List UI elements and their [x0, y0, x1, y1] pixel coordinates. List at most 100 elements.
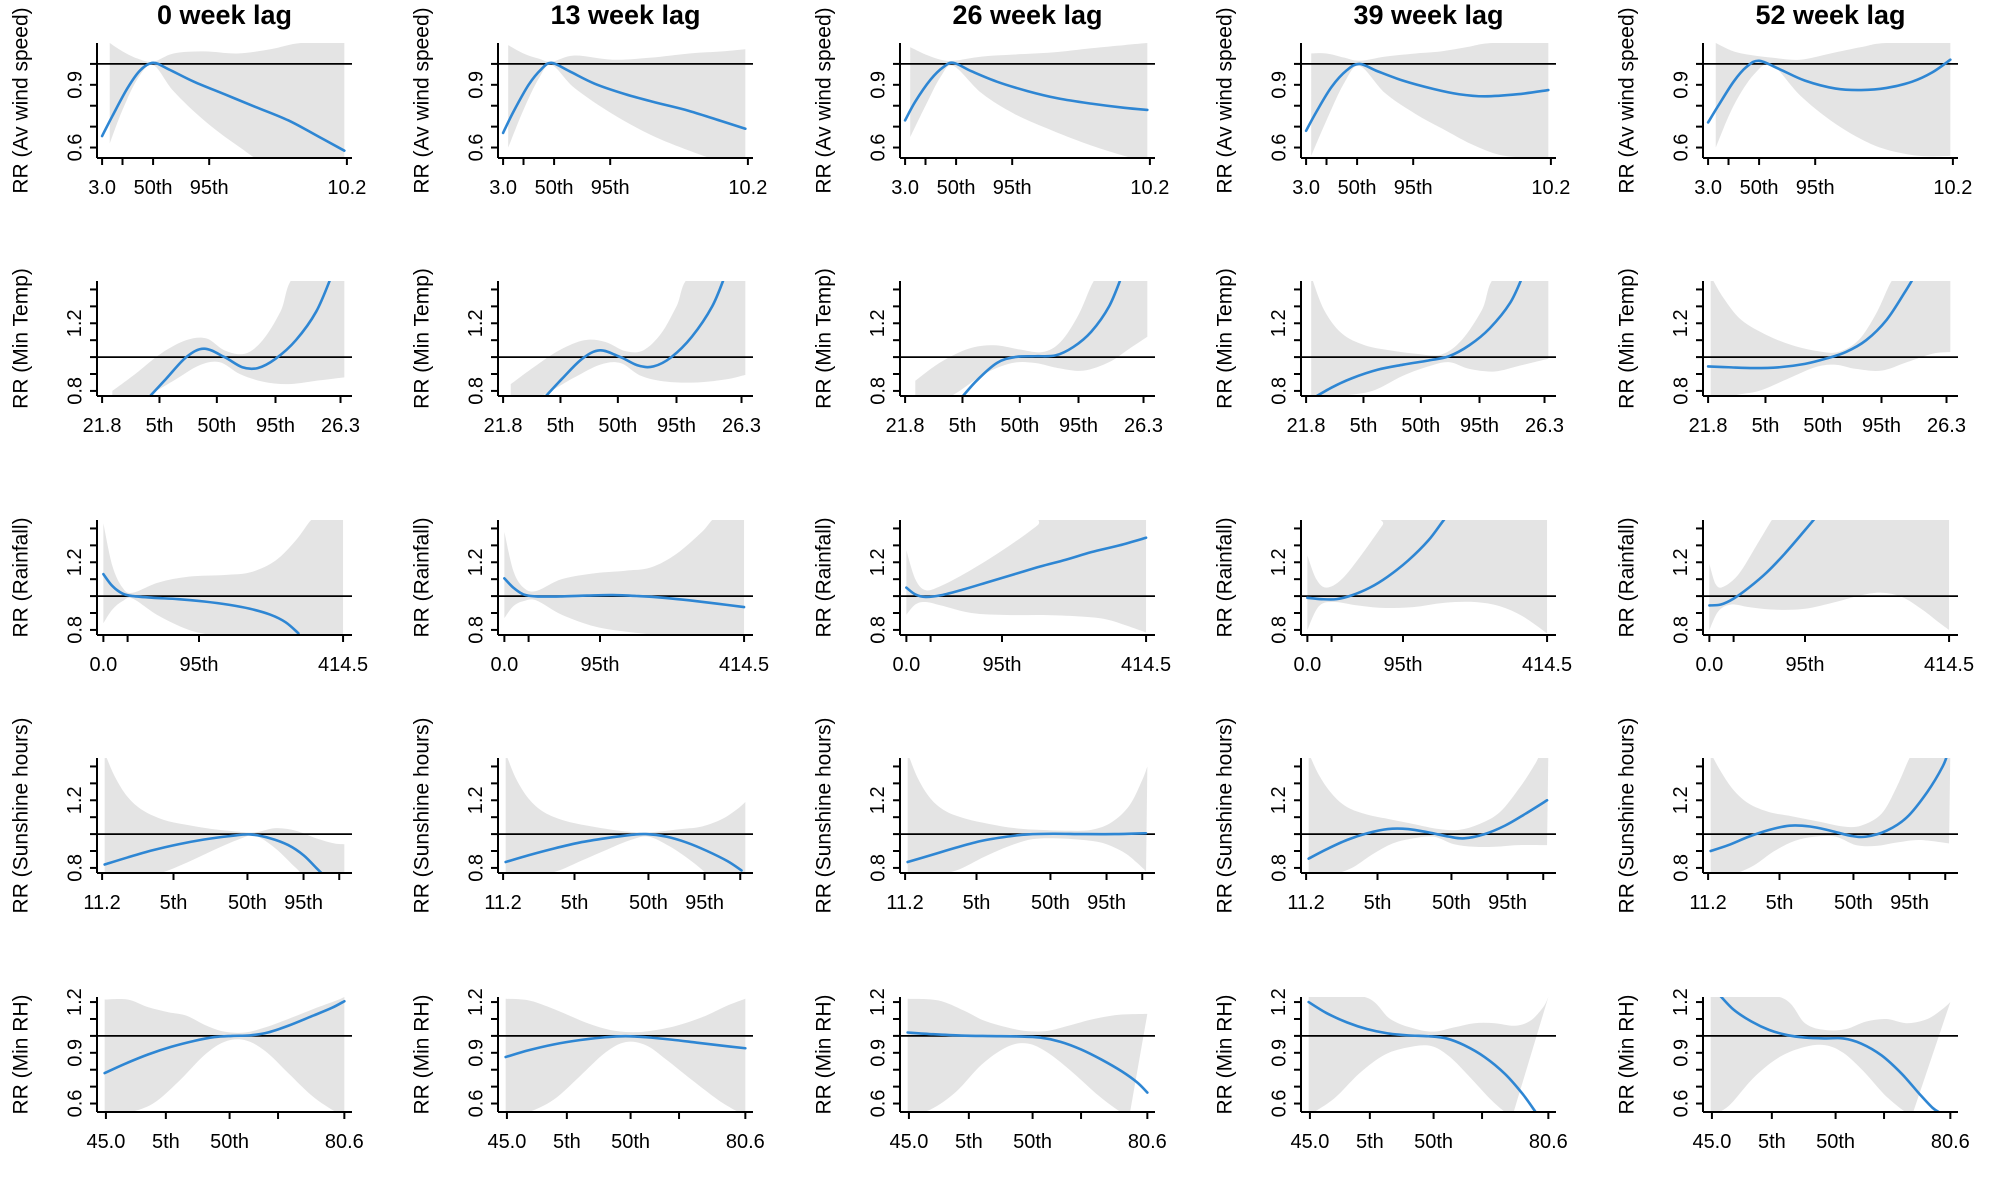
y-tick-label: 0.9: [867, 71, 889, 99]
confidence-band: [907, 998, 1148, 1112]
x-tick-label: 50th: [210, 1131, 249, 1153]
column-title: 26 week lag: [952, 0, 1102, 30]
y-tick-label: 0.8: [1268, 854, 1290, 882]
y-axis-label: RR (Sunshine hours): [10, 718, 33, 914]
rr-curve: [1719, 996, 1941, 1112]
x-tick-label: 95th: [180, 654, 219, 676]
chart-panel: 0.6 0.9 1.2 45.0 5th 50th 80.6 RR (Min RH): [10, 988, 364, 1153]
y-tick-label: 0.8: [466, 854, 488, 882]
x-tick-label: 5th: [146, 415, 174, 437]
y-axis-label: RR (Av wind speed): [411, 7, 434, 193]
y-tick-label: 1.2: [64, 988, 86, 1016]
x-tick-label: 95th: [685, 892, 724, 914]
chart-panel: 0.8 1.2 0.0 95th 414.5 RR (Rainfall): [411, 517, 770, 676]
y-tick-label: 1.2: [64, 787, 86, 815]
chart-panel: 0.8 1.2 11.2 5th 50th 95th RR (Sunshine hours): [411, 718, 754, 914]
confidence-band: [506, 998, 746, 1112]
y-tick-label: 0.9: [64, 71, 86, 99]
rr-curve: [502, 61, 748, 135]
x-tick-label: 50th: [1338, 177, 1377, 199]
panel-rr-av-wind-speed--col4: 0.6 0.9 3.0 50th 95th 10.2 RR (Av wind speed) 5…: [1606, 0, 2007, 238]
y-tick-label: 0.8: [1268, 377, 1290, 405]
y-tick-label: 1.2: [64, 310, 86, 338]
y-tick-label: 1.2: [1268, 988, 1290, 1016]
y-tick-label: 0.9: [1670, 1038, 1692, 1066]
rr-curve: [1307, 799, 1549, 861]
confidence-band: [909, 42, 1148, 158]
y-tick-label: 0.8: [1670, 616, 1692, 644]
x-tick-label: 50th: [228, 892, 267, 914]
x-tick-label: 95th: [1890, 892, 1929, 914]
x-tick-label: 95th: [190, 177, 229, 199]
x-tick-label: 50th: [1816, 1131, 1855, 1153]
x-tick-label: 10.2: [1933, 177, 1972, 199]
y-tick-label: 0.8: [64, 616, 86, 644]
y-tick-label: 0.6: [867, 1089, 889, 1117]
panel-rr-sunshine-hours--col0: 0.8 1.2 11.2 5th 50th 95th RR (Sunshine hours): [0, 715, 401, 953]
confidence-band: [104, 758, 345, 874]
confidence-band: [1307, 519, 1548, 634]
panel-rr-min-temp--col4: 0.8 1.2 21.8 5th 50th 95th 26.3 RR (Min Temp): [1606, 238, 2007, 476]
x-tick-label: 95th: [1785, 654, 1824, 676]
rr-curve: [1708, 758, 1948, 853]
confidence-band: [1710, 758, 1950, 874]
x-tick-label: 5th: [160, 892, 188, 914]
panel-rr-min-rh--col3: 0.6 0.9 1.2 45.0 5th 50th 80.6 RR (Min RH): [1204, 954, 1605, 1192]
rr-curve: [102, 572, 300, 635]
x-tick-label: 5th: [1364, 892, 1392, 914]
confidence-band: [1710, 996, 1950, 1112]
y-tick-label: 0.6: [867, 134, 889, 162]
y-tick-label: 0.6: [64, 1089, 86, 1117]
y-axis-label: RR (Av wind speed): [812, 7, 835, 193]
rr-curve: [100, 61, 346, 152]
x-tick-label: 80.6: [1128, 1131, 1167, 1153]
x-tick-label: 95th: [1059, 415, 1098, 437]
panel-rr-min-rh--col4: 0.6 0.9 1.2 45.0 5th 50th 80.6 RR (Min RH): [1606, 954, 2007, 1192]
y-tick-label: 0.8: [867, 616, 889, 644]
x-tick-label: 80.6: [325, 1131, 364, 1153]
x-tick-label: 11.2: [1689, 892, 1726, 914]
rr-curve: [148, 281, 331, 397]
y-axis-label: RR (Rainfall): [10, 517, 33, 637]
x-tick-label: 414.5: [318, 654, 368, 676]
y-axis-label: RR (Rainfall): [1615, 517, 1638, 637]
y-tick-label: 1.2: [1670, 548, 1692, 576]
rr-curve: [504, 832, 744, 872]
y-tick-label: 0.9: [1268, 71, 1290, 99]
column-title: 0 week lag: [157, 0, 292, 30]
confidence-band: [915, 281, 1148, 397]
rr-curve: [503, 576, 746, 609]
x-tick-label: 50th: [936, 177, 975, 199]
y-tick-label: 0.8: [867, 377, 889, 405]
column-title: 52 week lag: [1755, 0, 1905, 30]
confidence-band: [112, 281, 345, 397]
x-tick-label: 5th: [553, 1131, 581, 1153]
x-tick-label: 45.0: [889, 1131, 928, 1153]
y-tick-label: 0.8: [466, 377, 488, 405]
y-tick-label: 0.9: [466, 71, 488, 99]
x-tick-label: 11.2: [1288, 892, 1325, 914]
x-tick-label: 95th: [1394, 177, 1433, 199]
y-axis-label: RR (Av wind speed): [1615, 7, 1638, 193]
x-tick-label: 5th: [561, 892, 589, 914]
chart-panel: 0.6 0.9 3.0 50th 95th 10.2 RR (Av wind speed) 0…: [10, 0, 367, 199]
x-tick-label: 414.5: [1924, 654, 1974, 676]
x-tick-label: 50th: [599, 415, 638, 437]
y-axis-label: RR (Sunshine hours): [1615, 718, 1638, 914]
y-tick-label: 0.8: [1670, 377, 1692, 405]
y-tick-label: 0.9: [466, 1038, 488, 1066]
x-tick-label: 80.6: [726, 1131, 765, 1153]
panel-rr-min-rh--col2: 0.6 0.9 1.2 45.0 5th 50th 80.6 RR (Min RH): [803, 954, 1204, 1192]
rr-curve: [903, 61, 1149, 122]
panel-rr-av-wind-speed--col2: 0.6 0.9 3.0 50th 95th 10.2 RR (Av wind speed) 2…: [803, 0, 1204, 238]
panel-rr-rainfall--col2: 0.8 1.2 0.0 95th 414.5 RR (Rainfall): [803, 477, 1204, 715]
x-tick-label: 0.0: [1294, 654, 1322, 676]
chart-panel: 0.6 0.9 1.2 45.0 5th 50th 80.6 RR (Min RH): [411, 988, 765, 1153]
chart-panel: 0.8 1.2 21.8 5th 50th 95th 26.3 RR (Min Temp): [1214, 269, 1564, 438]
rr-curve: [1706, 281, 1913, 370]
rr-curve: [103, 999, 346, 1074]
x-tick-label: 95th: [982, 654, 1021, 676]
x-tick-label: 50th: [1414, 1131, 1453, 1153]
chart-panel: 0.8 1.2 0.0 95th 414.5 RR (Rainfall): [812, 517, 1171, 676]
